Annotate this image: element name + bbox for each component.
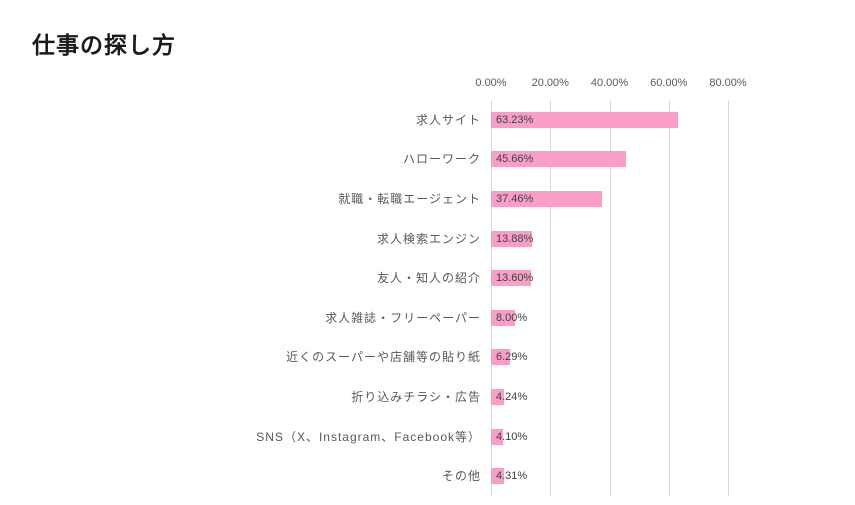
value-label: 6.29%: [496, 351, 528, 364]
value-label: 13.60%: [496, 272, 534, 285]
category-label: 求人サイト: [415, 112, 481, 127]
value-label: 4.10%: [496, 430, 528, 443]
category-label: 近くのスーパーや店舗等の貼り紙: [286, 350, 481, 365]
value-label: 63.23%: [496, 113, 534, 126]
gridline: [609, 100, 611, 496]
bar: [491, 468, 504, 485]
category-label: ハローワーク: [402, 152, 481, 167]
chart-title: 仕事の探し方: [32, 32, 176, 58]
category-label: 折り込みチラシ・広告: [351, 390, 481, 404]
category-label: 求人雑誌・フリーペーパー: [325, 310, 481, 325]
value-label: 37.46%: [496, 193, 534, 205]
value-label: 4.24%: [496, 391, 528, 403]
x-axis-tick-label: 0.00%: [475, 77, 507, 89]
bar: [491, 230, 533, 247]
x-axis-tick-label: 60.00%: [650, 77, 688, 89]
value-label: 13.88%: [496, 232, 534, 245]
category-label: 友人・知人の紹介: [376, 271, 481, 286]
bar: [491, 428, 504, 445]
x-axis-tick-label: 20.00%: [531, 77, 569, 89]
category-label: SNS（X、Instagram、Facebook等）: [256, 429, 481, 444]
x-axis-tick-label: 40.00%: [590, 77, 629, 89]
gridline: [668, 100, 670, 496]
bar: [491, 270, 532, 287]
value-label: 45.66%: [496, 153, 534, 166]
bar: [491, 349, 510, 366]
gridline: [550, 100, 552, 496]
bar: [491, 151, 627, 168]
gridline: [728, 100, 729, 496]
value-label: 4.31%: [496, 470, 528, 483]
bar: [491, 309, 515, 326]
bar: [491, 389, 504, 405]
category-label: その他: [441, 469, 481, 484]
bar: [491, 111, 679, 128]
category-label: 求人検索エンジン: [376, 231, 481, 246]
value-label: 8.00%: [496, 311, 528, 324]
bar: [491, 191, 602, 207]
gridline: [491, 100, 492, 496]
category-label: 就職・転職エージェント: [338, 192, 481, 206]
x-axis-tick-label: 80.00%: [709, 77, 747, 89]
